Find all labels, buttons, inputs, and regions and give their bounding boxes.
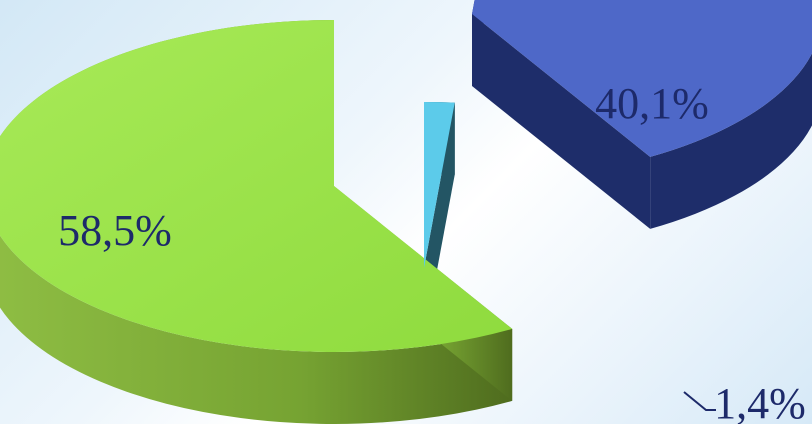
- slice-face-1-1: [472, 14, 651, 229]
- leader-line: [683, 391, 716, 411]
- slice-tops: [0, 0, 812, 352]
- slice-top-1: [472, 0, 812, 157]
- slice-top-2: [424, 102, 455, 268]
- data-label-0: 58,5%: [58, 206, 172, 255]
- data-label-1: 40,1%: [595, 79, 709, 128]
- slice-top-0: [0, 20, 513, 352]
- data-label-2: 1,4%: [714, 379, 806, 424]
- slice-side-1: [650, 0, 812, 229]
- data-labels: 58,5% 40,1% 1,4%: [58, 79, 806, 424]
